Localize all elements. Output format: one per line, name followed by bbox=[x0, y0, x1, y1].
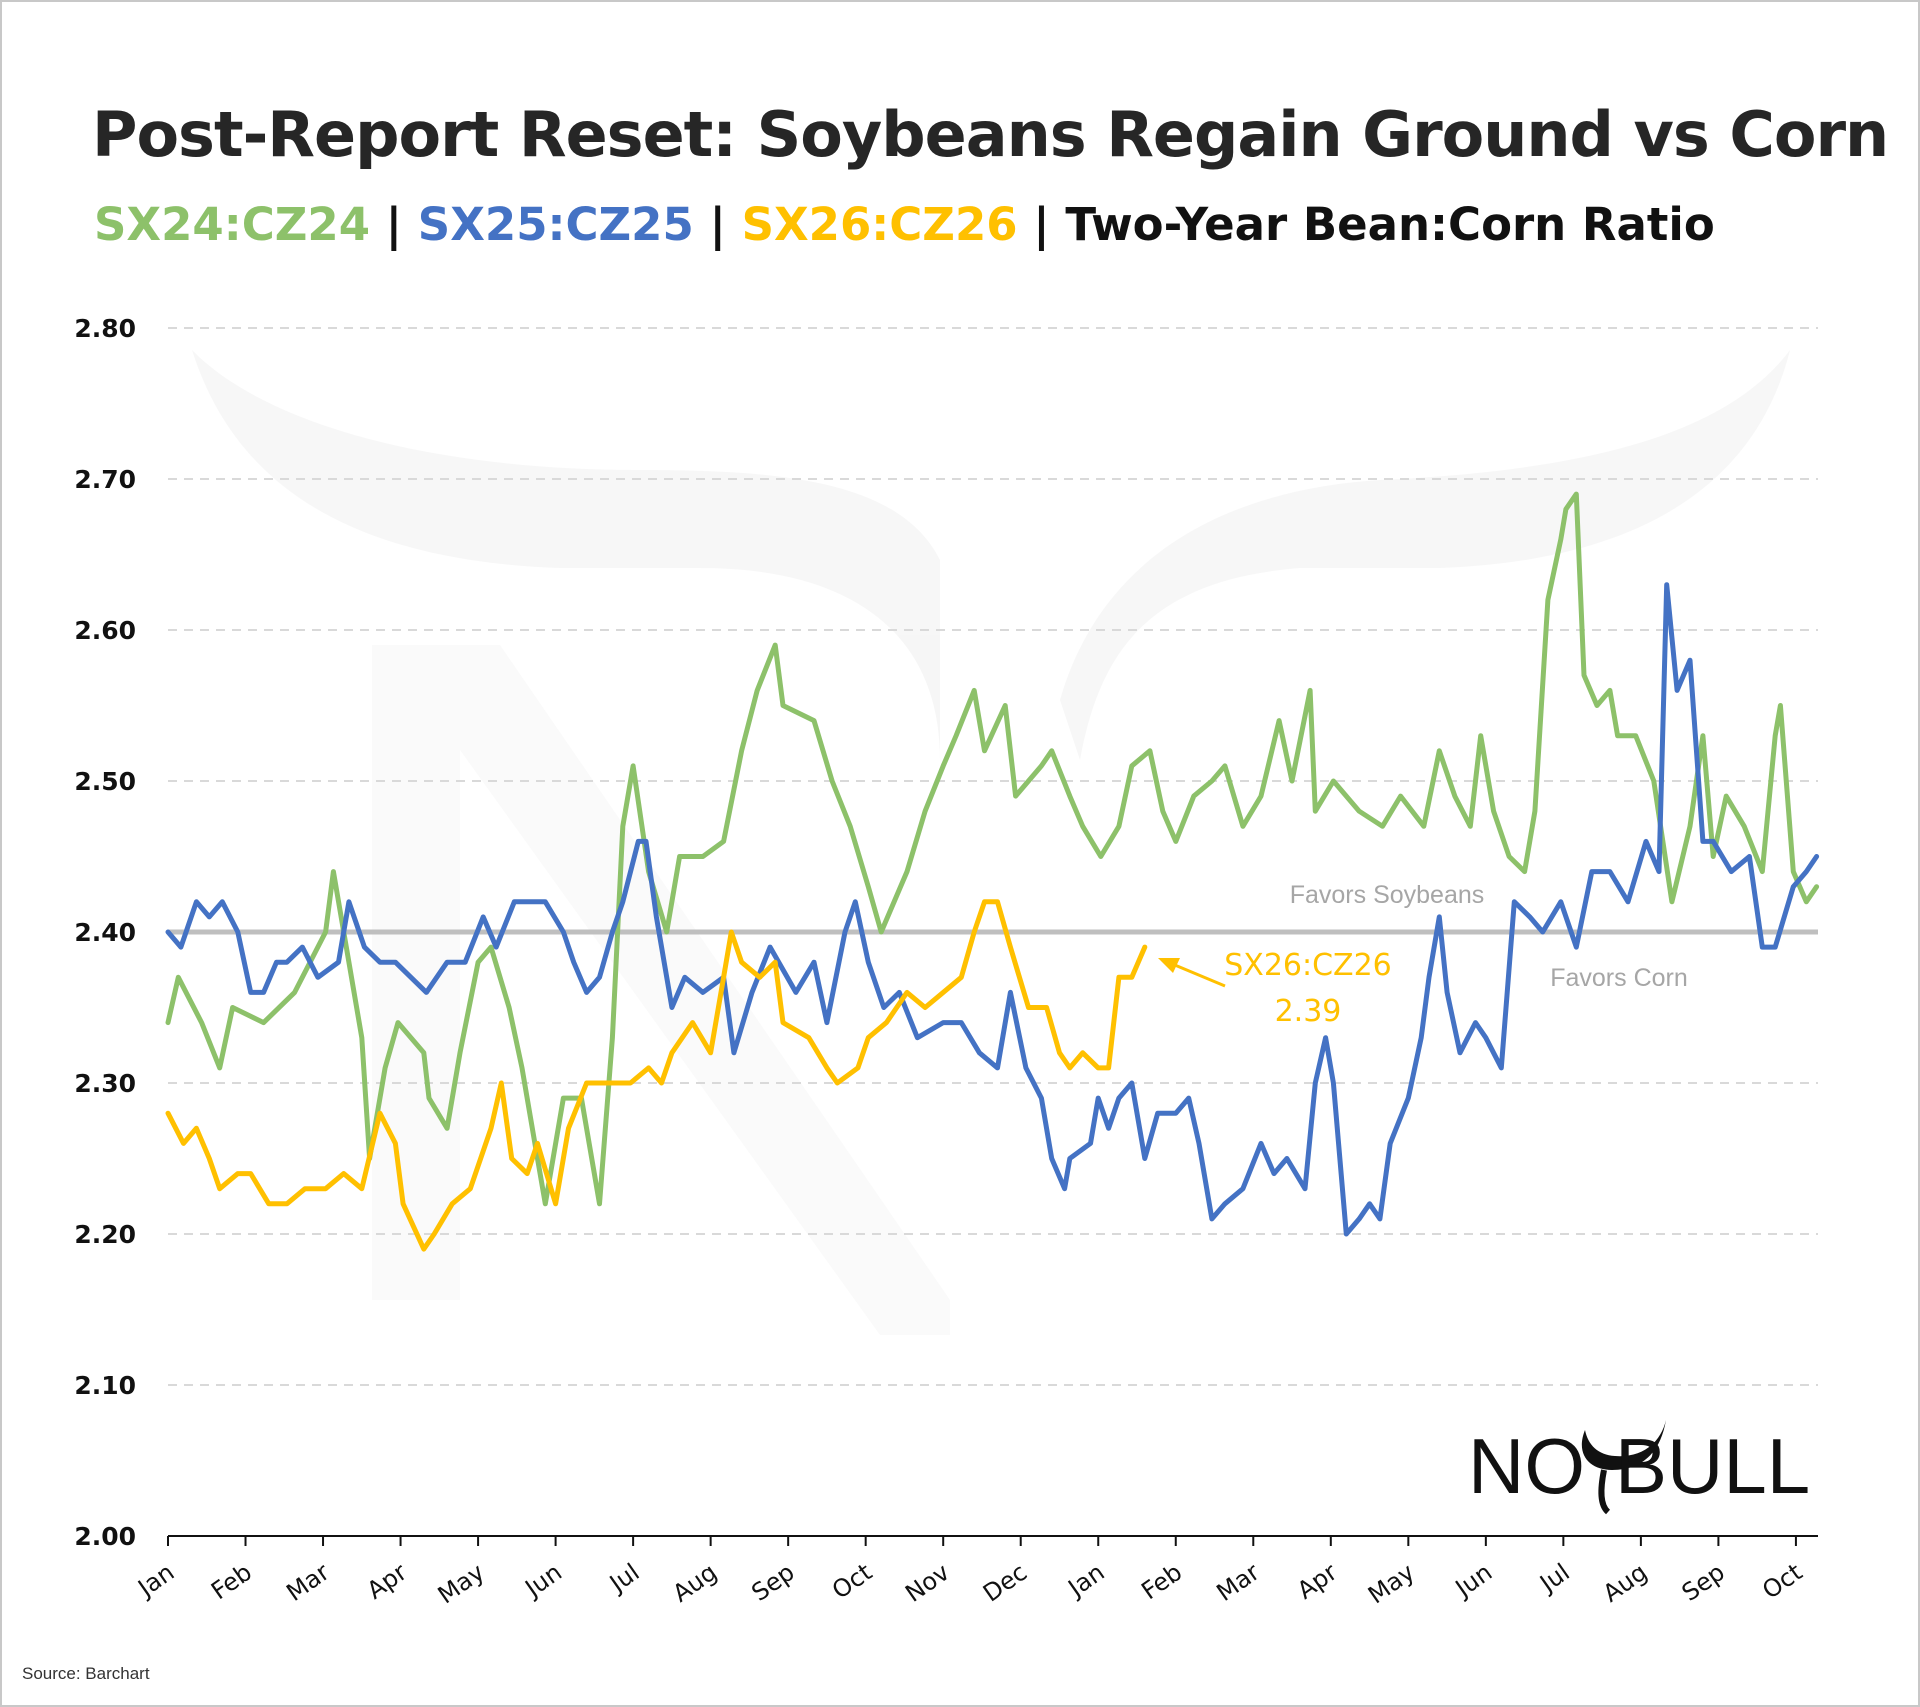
chart-title: Post-Report Reset: Soybeans Regain Groun… bbox=[92, 98, 1889, 171]
favors-corn-label: Favors Corn bbox=[1550, 964, 1688, 992]
subtitle-part: | bbox=[370, 198, 418, 251]
x-tick-label: Mar bbox=[1212, 1558, 1265, 1607]
y-tick-label: 2.50 bbox=[74, 767, 136, 796]
series-sx26-cz26 bbox=[165, 899, 1148, 1252]
x-tick-label: Jun bbox=[1449, 1558, 1497, 1604]
arrow-head-icon bbox=[1158, 958, 1180, 973]
x-tick-label: Feb bbox=[206, 1558, 257, 1605]
x-tick-label: Apr bbox=[362, 1558, 412, 1605]
x-tick-label: Jul bbox=[1533, 1558, 1574, 1599]
series-line bbox=[165, 491, 1820, 1207]
annotation-arrow-line bbox=[1169, 961, 1226, 988]
favors-soybeans-label: Favors Soybeans bbox=[1290, 881, 1485, 909]
chart-subtitle: SX24:CZ24 | SX25:CZ25 | SX26:CZ26 | Two-… bbox=[94, 198, 1715, 251]
x-tick-label: May bbox=[1363, 1558, 1420, 1609]
no-bull-logo: NO BULL bbox=[1468, 1420, 1810, 1515]
y-tick-label: 2.60 bbox=[74, 616, 136, 645]
x-tick-label: Apr bbox=[1292, 1558, 1342, 1605]
subtitle-part: | Two-Year Bean:Corn Ratio bbox=[1017, 198, 1715, 251]
x-tick-label: Oct bbox=[1757, 1558, 1807, 1605]
subtitle-part: SX24:CZ24 bbox=[94, 198, 370, 251]
annotation-series-label: SX26:CZ26 bbox=[1224, 948, 1392, 983]
series-line bbox=[165, 582, 1820, 1237]
y-tick-label: 2.00 bbox=[74, 1522, 136, 1551]
series-line bbox=[165, 899, 1148, 1252]
x-tick-label: Nov bbox=[900, 1558, 954, 1608]
series-sx24-cz24 bbox=[165, 491, 1820, 1207]
subtitle-part: SX26:CZ26 bbox=[741, 198, 1018, 251]
x-tick-label: Jan bbox=[131, 1558, 179, 1603]
annotation: SX26:CZ26 2.39 bbox=[1158, 948, 1392, 1029]
y-tick-label: 2.40 bbox=[74, 918, 136, 947]
source-note: Source: Barchart bbox=[22, 1664, 150, 1683]
x-tick-label: May bbox=[433, 1558, 490, 1609]
x-tick-label: Sep bbox=[1677, 1558, 1730, 1607]
y-tick-label: 2.30 bbox=[74, 1069, 136, 1098]
y-tick-label: 2.80 bbox=[74, 314, 136, 343]
x-tick-label: Sep bbox=[746, 1558, 799, 1607]
x-tick-label: Jun bbox=[519, 1558, 567, 1604]
series-sx25-cz25 bbox=[165, 582, 1820, 1237]
x-tick-label: Jul bbox=[603, 1558, 644, 1599]
x-tick-label: Aug bbox=[1598, 1558, 1652, 1608]
logo-text: NO bbox=[1468, 1422, 1585, 1510]
watermark bbox=[192, 350, 1790, 1335]
y-tick-label: 2.10 bbox=[74, 1371, 136, 1400]
logo-text: BULL bbox=[1615, 1422, 1810, 1510]
x-tick-label: Jan bbox=[1062, 1558, 1110, 1603]
x-tick-label: Feb bbox=[1136, 1558, 1187, 1605]
x-tick-label: Oct bbox=[827, 1558, 877, 1605]
x-tick-label: Aug bbox=[668, 1558, 722, 1608]
y-tick-label: 2.70 bbox=[74, 465, 136, 494]
y-tick-label: 2.20 bbox=[74, 1220, 136, 1249]
subtitle-part: SX25:CZ25 bbox=[417, 198, 694, 251]
annotation-value: 2.39 bbox=[1275, 994, 1342, 1029]
bull-horns-icon bbox=[1581, 1420, 1666, 1470]
x-tick-label: Dec bbox=[978, 1558, 1032, 1608]
subtitle-part: | bbox=[693, 198, 742, 251]
x-tick-label: Mar bbox=[281, 1558, 334, 1607]
